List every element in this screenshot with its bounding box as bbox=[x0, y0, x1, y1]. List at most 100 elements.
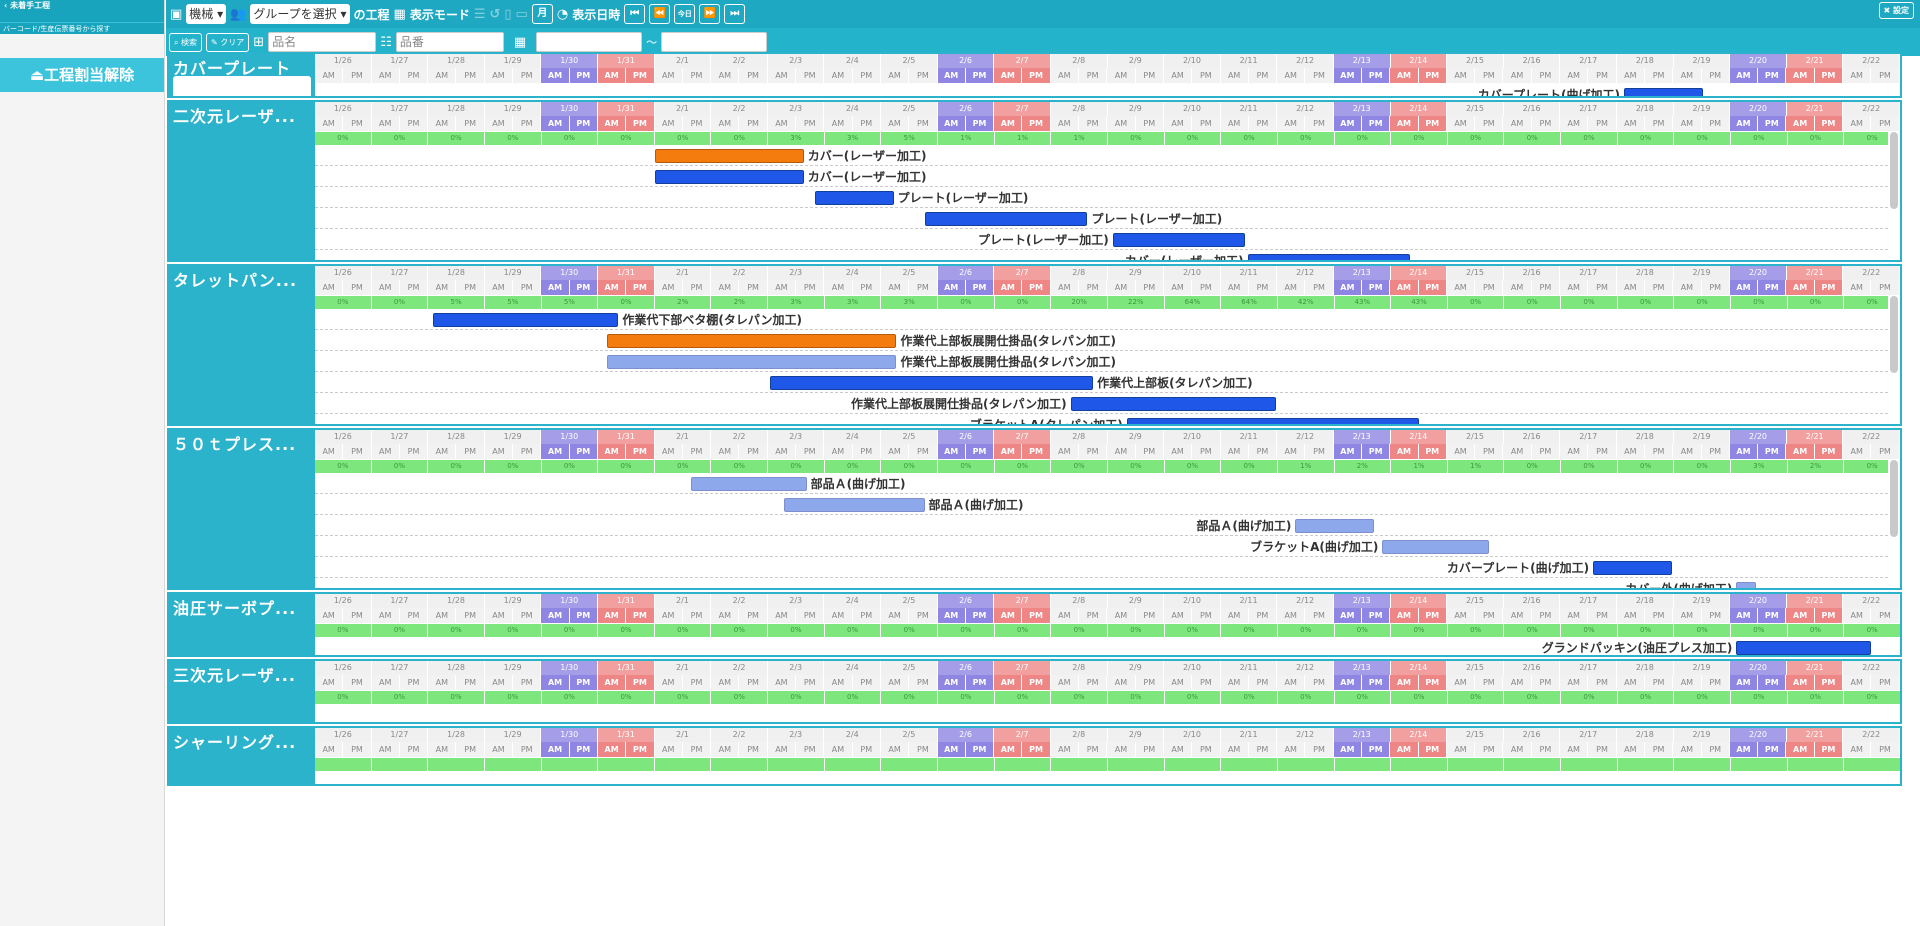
load-cell: 0% bbox=[1844, 296, 1900, 309]
pm-cell: PM bbox=[1701, 742, 1730, 757]
task-bar[interactable] bbox=[1593, 561, 1672, 575]
date-cell: 2/15 bbox=[1447, 728, 1504, 742]
timeline-area: 1/26 1/27 1/28 1/29 1/30 1/31 2/1 2/2 2/3 2/4 2/5 2… bbox=[315, 54, 1900, 96]
task-bar[interactable] bbox=[1736, 641, 1872, 655]
date-header: 1/26 1/27 1/28 1/29 1/30 1/31 2/1 2/2 2/3 2/4 2/5 2… bbox=[315, 266, 1900, 280]
load-cell: 0% bbox=[428, 132, 484, 145]
list-view-icon[interactable]: ☰ bbox=[473, 6, 486, 22]
load-cell: 5% bbox=[484, 296, 541, 309]
task-bar[interactable] bbox=[691, 477, 807, 491]
scrollbar-thumb[interactable] bbox=[1890, 296, 1898, 373]
chevron-left-icon: ‹ bbox=[4, 1, 11, 10]
group-select[interactable]: グループを選択 ▾ bbox=[250, 4, 350, 24]
month-view-button[interactable]: 月 bbox=[531, 4, 553, 24]
week-view-icon[interactable]: ▭ bbox=[515, 6, 528, 22]
task-bar[interactable] bbox=[1070, 397, 1276, 411]
load-cell: 0% bbox=[1674, 624, 1731, 637]
machine-group-label[interactable]: 二次元レーザ... bbox=[169, 102, 315, 260]
task-bar[interactable] bbox=[1295, 519, 1374, 533]
machine-group-label[interactable]: 三次元レーザ... bbox=[169, 661, 315, 722]
am-cell: AM bbox=[824, 444, 853, 459]
search-button[interactable]: ⌕ 検索 bbox=[169, 32, 203, 52]
task-label: 作業代上部板展開仕掛品(タレパン加工) bbox=[851, 397, 1067, 411]
task-bar[interactable] bbox=[1112, 233, 1245, 247]
pm-cell: PM bbox=[852, 742, 881, 757]
first-page-button[interactable]: ⏮ bbox=[624, 4, 646, 24]
pm-cell: PM bbox=[399, 116, 429, 131]
date-from-input[interactable] bbox=[536, 32, 643, 52]
am-cell: AM bbox=[428, 608, 457, 623]
pm-cell: PM bbox=[1079, 675, 1108, 690]
barcode-search-link[interactable]: バーコード/生産伝票番号から探す bbox=[0, 22, 164, 34]
am-cell: AM bbox=[1503, 280, 1532, 295]
next-button[interactable]: ⏩ bbox=[699, 4, 721, 24]
scrollbar[interactable] bbox=[1888, 296, 1900, 424]
unlink-icon: ⏏ bbox=[29, 66, 45, 84]
scrollbar-thumb[interactable] bbox=[1890, 460, 1898, 537]
load-cell: 0% bbox=[1221, 132, 1277, 145]
back-link[interactable]: ‹ 未着手工程 bbox=[4, 1, 51, 10]
timeline-area: 1/26 1/27 1/28 1/29 1/30 1/31 2/1 2/2 2/3 2/4 2/5 2… bbox=[315, 728, 1900, 784]
item-name-input[interactable]: 品名 bbox=[268, 32, 377, 52]
task-bar[interactable] bbox=[432, 313, 619, 327]
am-cell: AM bbox=[428, 116, 457, 131]
machine-group: シャーリング... 1/26 1/27 1/28 1/29 1/30 1/31 2/1 2/2 2… bbox=[167, 726, 1902, 786]
task-bar[interactable] bbox=[784, 498, 925, 512]
pm-cell: PM bbox=[1644, 675, 1674, 690]
machine-group-label[interactable]: カバープレート bbox=[169, 54, 315, 96]
day-view-icon[interactable]: ▯ bbox=[504, 6, 512, 22]
load-cell: 0% bbox=[938, 624, 994, 637]
last-page-button[interactable]: ⏭ bbox=[724, 4, 746, 24]
release-assignment-button[interactable]: ⏏工程割当解除 bbox=[0, 58, 164, 92]
task-bar[interactable] bbox=[1126, 418, 1419, 424]
scrollbar[interactable] bbox=[1888, 132, 1900, 260]
date-cell: 2/1 bbox=[654, 594, 712, 608]
task-bar[interactable] bbox=[1247, 254, 1411, 260]
machine-select[interactable]: 機械 ▾ bbox=[186, 4, 227, 24]
pm-cell: PM bbox=[1531, 68, 1561, 83]
pm-cell: PM bbox=[1192, 608, 1221, 623]
date-cell: 1/28 bbox=[428, 102, 485, 116]
scrollbar-thumb[interactable] bbox=[1890, 132, 1898, 209]
task-bar[interactable] bbox=[1623, 88, 1703, 96]
pm-cell: PM bbox=[1814, 68, 1844, 83]
pm-cell: PM bbox=[1022, 280, 1051, 295]
date-cell: 2/15 bbox=[1447, 54, 1504, 68]
date-cell: 2/7 bbox=[994, 661, 1051, 675]
task-bar[interactable] bbox=[607, 355, 897, 369]
date-to-input[interactable] bbox=[661, 32, 768, 52]
machine-group-label[interactable]: ５０ｔプレス... bbox=[169, 430, 315, 588]
pm-cell: PM bbox=[1418, 742, 1447, 757]
task-bar[interactable] bbox=[607, 334, 897, 348]
load-cell bbox=[1447, 758, 1504, 771]
settings-button[interactable]: ✖ 設定 bbox=[1878, 2, 1914, 19]
scrollbar[interactable] bbox=[1888, 460, 1900, 588]
task-bar[interactable] bbox=[654, 149, 804, 163]
am-cell: AM bbox=[711, 742, 740, 757]
machine-group-label[interactable]: シャーリング... bbox=[169, 728, 315, 784]
today-button[interactable]: 今日 bbox=[674, 4, 696, 24]
task-label: 部品Ａ(曲げ加工) bbox=[1196, 519, 1292, 533]
am-cell: AM bbox=[1843, 68, 1872, 83]
item-number-input[interactable]: 品番 bbox=[395, 32, 504, 52]
date-cell: 2/2 bbox=[711, 102, 768, 116]
task-bar[interactable] bbox=[654, 170, 804, 184]
clear-button[interactable]: ✎ クリア bbox=[206, 32, 250, 52]
task-bar[interactable] bbox=[1736, 582, 1756, 588]
task-label: プレート(レーザー加工) bbox=[1091, 212, 1223, 226]
machine-group-label[interactable]: タレットパン... bbox=[169, 266, 315, 424]
timeline-area: 1/26 1/27 1/28 1/29 1/30 1/31 2/1 2/2 2/3 2/4 2/5 2… bbox=[315, 661, 1900, 722]
task-bar[interactable] bbox=[770, 376, 1094, 390]
date-cell: 1/30 bbox=[541, 54, 599, 68]
task-bar[interactable] bbox=[1382, 540, 1490, 554]
prev-button[interactable]: ⏪ bbox=[649, 4, 671, 24]
load-cell: 0% bbox=[881, 691, 938, 704]
history-icon[interactable]: ↺ bbox=[489, 6, 501, 22]
pm-cell: PM bbox=[1701, 280, 1730, 295]
machine-group-label[interactable]: 油圧サーボプ... bbox=[169, 594, 315, 655]
task-bar[interactable] bbox=[814, 191, 894, 205]
group-note-field[interactable] bbox=[173, 76, 311, 96]
date-cell: 2/22 bbox=[1843, 661, 1900, 675]
task-bar[interactable] bbox=[924, 212, 1088, 226]
am-cell: AM bbox=[597, 68, 627, 83]
